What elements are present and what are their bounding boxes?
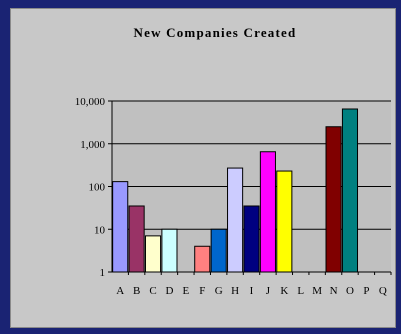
bar-d — [161, 228, 178, 273]
bar-i — [243, 205, 260, 273]
x-tick-label: A — [116, 285, 124, 297]
x-tick-label: Q — [379, 285, 387, 297]
bar-c — [144, 235, 162, 273]
bar-h — [227, 167, 244, 273]
bar-o — [341, 108, 359, 273]
x-tick-label: C — [149, 285, 156, 297]
x-tick-label: F — [199, 285, 205, 297]
x-tick-label: M — [312, 285, 322, 297]
x-tick-label: E — [182, 285, 189, 297]
x-tick-label: K — [280, 285, 288, 297]
chart-title: New Companies Created — [134, 25, 297, 40]
chart-frame: New Companies Created 1 10 100 1,000 10,000 A… — [10, 8, 396, 328]
y-tick-label: 1,000 — [80, 139, 105, 151]
x-tick-label: O — [346, 285, 354, 297]
x-tick-label: I — [250, 285, 254, 297]
bar-f — [194, 245, 211, 273]
x-tick-label: H — [231, 285, 239, 297]
x-tick-label: B — [133, 285, 140, 297]
y-tick-label: 100 — [89, 182, 106, 194]
x-tick-label: D — [165, 285, 173, 297]
y-tick-label: 10 — [94, 224, 106, 236]
bar-chart: New Companies Created 1 10 100 1,000 10,000 A… — [75, 25, 392, 297]
x-tick-label: N — [330, 285, 338, 297]
bar-j — [259, 151, 276, 273]
x-tick-label: L — [297, 285, 304, 297]
bar-g — [210, 228, 227, 273]
bar-k — [276, 170, 293, 273]
bar-a — [112, 181, 129, 273]
y-tick-label: 1 — [100, 267, 106, 279]
x-tick-label: P — [363, 285, 369, 297]
bar-n — [325, 126, 342, 273]
bar-b — [128, 205, 145, 273]
x-tick-label: J — [266, 285, 271, 297]
plot-area: 1 10 100 1,000 10,000 A B C D E F G H I J K L M N O P Q — [75, 96, 392, 297]
x-tick-label: G — [215, 285, 223, 297]
y-tick-label: 10,000 — [75, 96, 106, 108]
